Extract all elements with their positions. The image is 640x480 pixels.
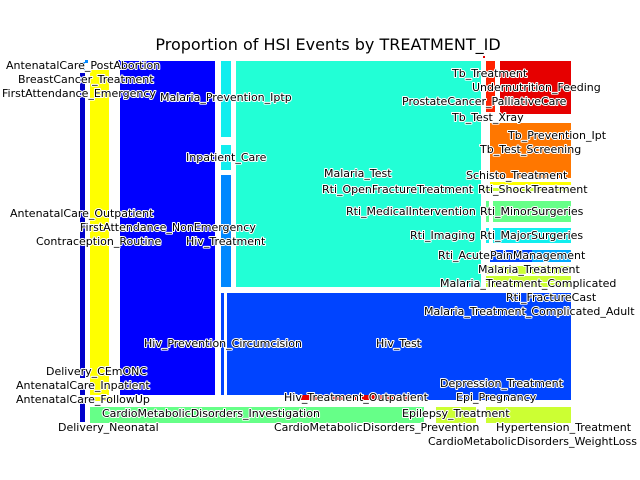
treemap-label-contraception-routine: Contraception_Routine: [36, 235, 162, 248]
treemap-cell-antenatalcare-postabortion: [80, 62, 85, 70]
treemap-cell-prostatecancer-palliativecare: [483, 56, 485, 58]
treemap-label-antenatalcare-followup: AntenatalCare_FollowUp: [16, 393, 150, 406]
treemap-cell-schisto-treatment: [490, 182, 545, 185]
treemap-label-antenatalcare-postabortion: AntenatalCare_PostAbortion: [6, 59, 160, 72]
treemap-label-delivery-cemonc: Delivery_CEmONC: [46, 365, 147, 378]
treemap-cell-firstattendance-emergency: [118, 60, 120, 62]
treemap-cell-malaria-treatment: [486, 266, 571, 274]
treemap-cell-antenatalcare-inpatient: [80, 385, 85, 395]
treemap-label-inpatient-care: Inpatient_Care: [186, 151, 267, 164]
treemap-label-cardiometabolicdisorders-weightloss: CardioMetabolicDisorders_WeightLoss: [428, 435, 637, 448]
treemap-cell-malaria-prevention-iptp: [221, 61, 231, 137]
treemap-label-epi-pregnancy: Epi_Pregnancy: [456, 391, 537, 404]
treemap-cell-rti-openfracturetreatment: [485, 188, 491, 191]
treemap-cell-rti-acutepainmanagement: [490, 250, 532, 262]
treemap-label-rti-shocktreatment: Rti_ShockTreatment: [478, 183, 588, 196]
treemap-cell-hypertension-treatment: [556, 407, 571, 423]
treemap-label-rti-acutepainmanagement: Rti_AcutePainManagement: [438, 249, 586, 262]
treemap-label-cardiometabolicdisorders-investigation: CardioMetabolicDisorders_Investigation: [102, 407, 320, 420]
treemap-label-rti-openfracturetreatment: Rti_OpenFractureTreatment: [322, 183, 474, 196]
treemap-cell-rti-minorsurgeries: [493, 201, 571, 222]
treemap-cell-tb-treatment: [486, 61, 495, 112]
treemap-cell-tb-prevention-ipt: [545, 182, 571, 185]
treemap-label-antenatalcare-outpatient: AntenatalCare_Outpatient: [10, 207, 154, 220]
treemap-cell-malaria-treatment-complicated: [486, 276, 571, 282]
treemap-cell-epilepsy-treatment: [436, 407, 476, 423]
treemap-cell-rti-imaging: [486, 228, 489, 243]
treemap-label-firstattendance-emergency: FirstAttendance_Emergency: [2, 87, 156, 100]
treemap-label-schisto-treatment: Schisto_Treatment: [466, 169, 568, 182]
treemap-label-breastcancer-treatment: BreastCancer_Treatment: [18, 73, 154, 86]
treemap-label-hiv-treatment-outpatient: Hiv_Treatment_Outpatient: [284, 391, 429, 404]
treemap-cell-delivery-neonatal: [104, 397, 114, 401]
treemap-label-rti-medicalintervention: Rti_MedicalIntervention: [346, 205, 476, 218]
treemap-label-prostatecancer-palliativecare: ProstateCancer_PalliativeCare: [402, 95, 567, 108]
treemap-cell-breastcancer-treatment: [85, 60, 88, 63]
treemap-label-hiv-treatment: Hiv_Treatment: [186, 235, 266, 248]
treemap-cell-contraception-routine: [90, 70, 109, 395]
treemap-cell-antenatalcare-followup: [80, 398, 85, 422]
treemap-label-hypertension-treatment: Hypertension_Treatment: [496, 421, 632, 434]
treemap-cell-epi-pregnancy: [420, 395, 571, 400]
treemap-cell-delivery-cemonc: [90, 397, 102, 401]
treemap-cell-hiv-treatment: [221, 175, 231, 287]
treemap-cell-cardiometabolicdisorders-prevention: [330, 407, 424, 423]
treemap-label-malaria-test: Malaria_Test: [324, 167, 392, 180]
treemap-label-tb-prevention-ipt: Tb_Prevention_Ipt: [507, 129, 607, 142]
chart-title: Proportion of HSI Events by TREATMENT_ID: [155, 35, 500, 55]
treemap-label-depression-treatment: Depression_Treatment: [440, 377, 564, 390]
treemap-cell-malaria-treatment-complicated-adult: [486, 283, 571, 287]
treemap-cell-tb-test-screening: [490, 123, 571, 178]
treemap-cell-antenatalcare-outpatient: [80, 73, 85, 378]
treemap-cell-undernutrition-feeding: [500, 61, 571, 114]
treemap-cell-rti-majorsurgeries: [493, 228, 571, 243]
treemap-label-firstattendance-nonemergency: FirstAttendance_NonEmergency: [80, 221, 256, 234]
treemap-label-hiv-prevention-circumcision: Hiv_Prevention_Circumcision: [144, 337, 302, 350]
treemap-label-undernutrition-feeding: Undernutrition_Feeding: [472, 81, 601, 94]
treemap-cell-inpatient-care: [221, 145, 231, 170]
treemap-label-delivery-neonatal: Delivery_Neonatal: [58, 421, 159, 434]
treemap-label-malaria-treatment: Malaria_Treatment: [478, 263, 581, 276]
treemap-label-malaria-prevention-iptp: Malaria_Prevention_Iptp: [160, 91, 292, 104]
treemap-cell-rti-shocktreatment: [493, 188, 571, 191]
treemap-label-rti-minorsurgeries: Rti_MinorSurgeries: [480, 205, 584, 218]
treemap-label-rti-majorsurgeries: Rti_MajorSurgeries: [480, 229, 583, 242]
treemap-label-rti-fracturecast: Rti_FractureCast: [506, 291, 597, 304]
treemap-cell-cardiometabolicdisorders-investigation: [90, 407, 330, 423]
treemap-label-tb-test-screening: Tb_Test_Screening: [479, 143, 581, 156]
treemap-cell-rti-fracturecast: [532, 250, 571, 262]
treemap-cell-malaria-test: [236, 61, 481, 287]
treemap-label-cardiometabolicdisorders-prevention: CardioMetabolicDisorders_Prevention: [274, 421, 479, 434]
treemap-label-tb-test-xray: Tb_Test_Xray: [451, 111, 524, 124]
treemap-label-malaria-treatment-complicated-adult: Malaria_Treatment_Complicated_Adult: [424, 305, 635, 318]
treemap-label-malaria-treatment-complicated: Malaria_Treatment_Complicated: [440, 277, 616, 290]
treemap-cell-tb-test-xray: [486, 116, 488, 119]
treemap-label-epilepsy-treatment: Epilepsy_Treatment: [402, 407, 510, 420]
treemap-label-tb-treatment: Tb_Treatment: [451, 67, 528, 80]
treemap-cell-rti-medicalintervention: [486, 201, 489, 222]
treemap-label-hiv-test: Hiv_Test: [376, 337, 422, 350]
treemap-cell-firstattendance-nonemergency: [120, 61, 215, 395]
treemap-cell-hiv-prevention-circumcision: [221, 293, 224, 395]
treemap-cell-depression-treatment: [486, 407, 516, 423]
treemap-label-antenatalcare-inpatient: AntenatalCare_Inpatient: [16, 379, 150, 392]
treemap-cell-cardiometabolicdisorders-weightloss: [516, 407, 556, 423]
treemap-cell-hiv-test: [227, 293, 571, 395]
treemap-label-rti-imaging: Rti_Imaging: [410, 229, 475, 242]
treemap-cell-hiv-treatment-outpatient: [300, 395, 410, 400]
